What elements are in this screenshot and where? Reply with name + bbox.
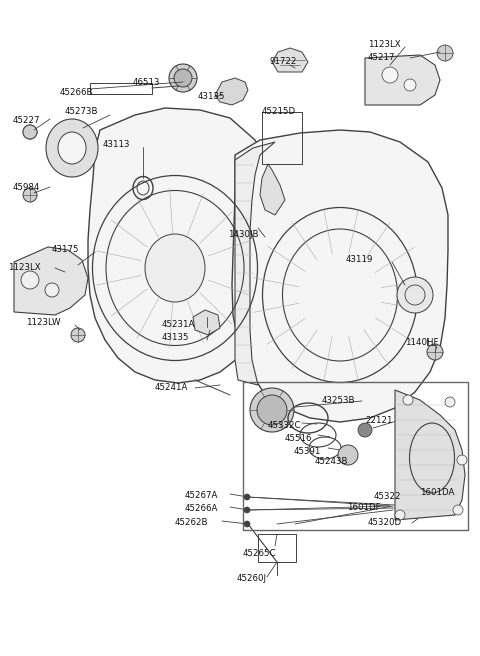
Circle shape	[244, 521, 250, 527]
Circle shape	[244, 507, 250, 513]
Text: 1123LW: 1123LW	[26, 318, 60, 327]
Circle shape	[437, 45, 453, 61]
Text: 45266B: 45266B	[60, 88, 94, 97]
Polygon shape	[395, 390, 465, 520]
Circle shape	[445, 397, 455, 407]
Text: 45332C: 45332C	[268, 421, 301, 430]
Circle shape	[457, 455, 467, 465]
Text: 45231A: 45231A	[162, 320, 195, 329]
Text: 45320D: 45320D	[368, 518, 402, 527]
Text: 45266A: 45266A	[185, 504, 218, 513]
Circle shape	[403, 395, 413, 405]
Polygon shape	[232, 130, 448, 422]
Text: 45241A: 45241A	[155, 383, 188, 392]
Circle shape	[395, 510, 405, 520]
Polygon shape	[215, 78, 248, 105]
Text: 45260J: 45260J	[237, 574, 267, 583]
Circle shape	[23, 125, 37, 139]
Text: 45322: 45322	[374, 492, 401, 501]
Polygon shape	[365, 55, 440, 105]
Text: 43135: 43135	[198, 92, 226, 101]
Bar	[262, 112, 302, 164]
Text: 45217: 45217	[368, 53, 396, 62]
Circle shape	[382, 67, 398, 83]
Text: 1123LX: 1123LX	[368, 40, 401, 49]
Text: 43119: 43119	[346, 255, 373, 264]
Ellipse shape	[58, 132, 86, 164]
Circle shape	[338, 445, 358, 465]
Polygon shape	[88, 108, 278, 383]
Text: 45267A: 45267A	[185, 491, 218, 500]
Text: 45215D: 45215D	[262, 107, 296, 116]
Circle shape	[397, 277, 433, 313]
Polygon shape	[14, 247, 88, 315]
Circle shape	[427, 344, 443, 360]
Circle shape	[169, 64, 197, 92]
Text: 43135: 43135	[162, 333, 190, 342]
Circle shape	[174, 69, 192, 87]
Text: 91722: 91722	[270, 57, 298, 66]
Text: 1601DA: 1601DA	[420, 488, 455, 497]
Text: 45265C: 45265C	[243, 549, 276, 558]
Circle shape	[71, 328, 85, 342]
Polygon shape	[272, 48, 308, 72]
Circle shape	[244, 494, 250, 500]
Text: 45227: 45227	[13, 116, 40, 125]
Circle shape	[23, 188, 37, 202]
Text: 45243B: 45243B	[315, 457, 348, 466]
Text: 1430JB: 1430JB	[228, 230, 259, 239]
Text: 1140HF: 1140HF	[405, 338, 439, 347]
Text: 1123LX: 1123LX	[8, 263, 41, 272]
Bar	[90, 83, 152, 94]
Text: 45984: 45984	[13, 183, 40, 192]
Circle shape	[23, 125, 37, 139]
Text: 45391: 45391	[294, 447, 322, 456]
Polygon shape	[235, 142, 275, 385]
Circle shape	[21, 271, 39, 289]
Circle shape	[257, 395, 287, 425]
Ellipse shape	[145, 234, 205, 302]
Circle shape	[45, 283, 59, 297]
Polygon shape	[260, 164, 285, 215]
Text: 43175: 43175	[52, 245, 80, 254]
Ellipse shape	[46, 119, 98, 177]
Circle shape	[358, 423, 372, 437]
Bar	[258, 534, 296, 562]
Circle shape	[453, 505, 463, 515]
Text: 45516: 45516	[285, 434, 312, 443]
Bar	[243, 382, 468, 530]
Text: 46513: 46513	[133, 78, 160, 87]
Text: 22121: 22121	[365, 416, 393, 425]
Text: 45273B: 45273B	[65, 107, 98, 116]
Text: 1601DF: 1601DF	[347, 503, 381, 512]
Text: 43113: 43113	[103, 140, 131, 149]
Circle shape	[250, 388, 294, 432]
Polygon shape	[193, 310, 220, 335]
Text: 45262B: 45262B	[175, 518, 208, 527]
Circle shape	[404, 79, 416, 91]
Text: 43253B: 43253B	[322, 396, 356, 405]
